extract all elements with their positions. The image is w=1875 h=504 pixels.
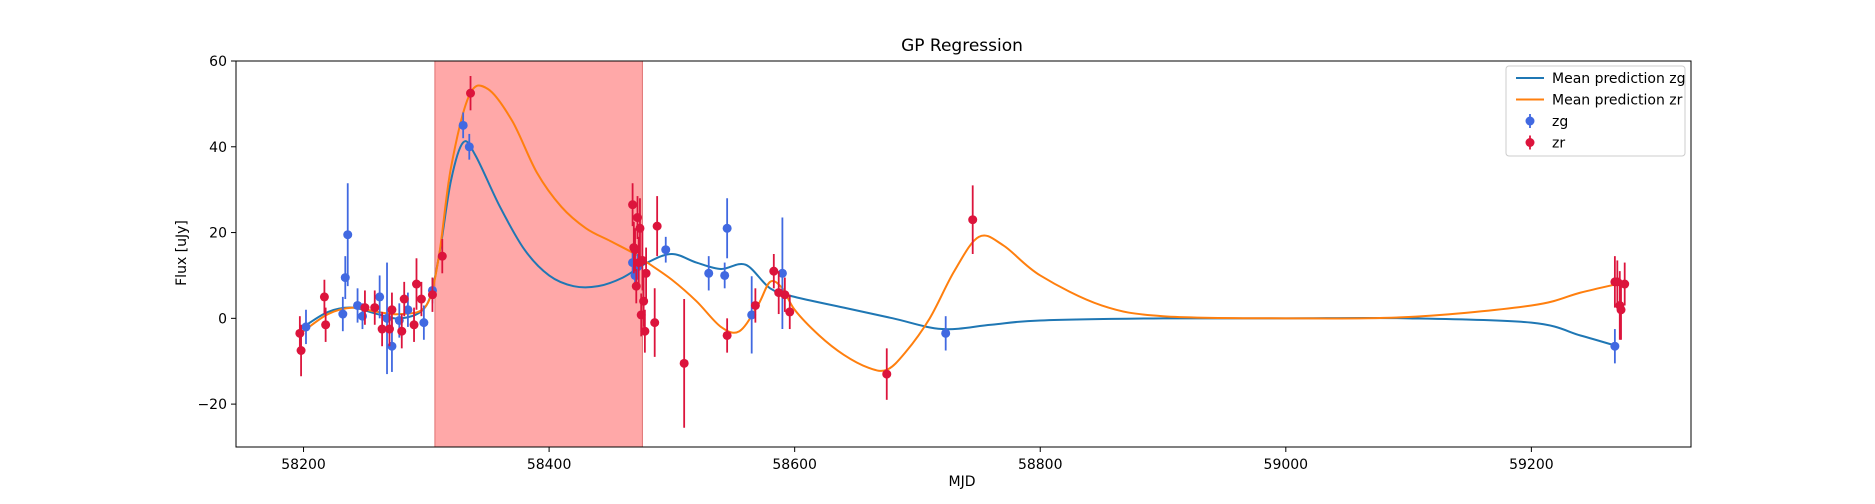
x-tick-label-1: 58400	[527, 457, 572, 473]
legend-label-zr: zr	[1552, 136, 1565, 152]
data-point-zg-6	[375, 292, 385, 302]
data-point-zr-10	[399, 294, 409, 304]
shaded-region	[434, 60, 643, 448]
y-tick-label-3: 40	[209, 140, 227, 156]
x-tick-label-3: 58800	[1018, 457, 1063, 473]
data-point-zr-36	[780, 290, 790, 300]
plot-area: 58200 58400 58600 58800 59000 59200 −20 0 20 40 60	[197, 54, 1692, 473]
data-point-zr-39	[968, 215, 978, 225]
data-point-zr-16	[466, 88, 476, 98]
data-point-zg-13	[458, 120, 468, 130]
data-point-zg-14	[464, 142, 474, 152]
data-point-zr-34	[769, 266, 779, 276]
data-point-zr-29	[650, 318, 660, 328]
x-tick-label-2: 58600	[772, 457, 817, 473]
data-point-zr-38	[882, 369, 892, 379]
data-point-zg-4	[353, 300, 363, 310]
plot-frame	[235, 60, 1692, 448]
x-tick-label-5: 59200	[1509, 457, 1554, 473]
y-tick-label-1: 0	[218, 311, 227, 327]
legend-swatch-zr	[1525, 138, 1535, 147]
data-point-zg-21	[722, 223, 732, 233]
data-point-zr-9	[397, 326, 407, 336]
data-point-zg-22	[747, 310, 757, 320]
legend-box	[1505, 65, 1686, 157]
data-point-zg-18	[661, 245, 671, 255]
data-point-zr-1	[296, 346, 306, 355]
plot-series-group	[295, 76, 1630, 428]
data-point-zg-1	[338, 309, 348, 319]
legend-label-zg: zg	[1552, 114, 1568, 130]
data-point-zr-33	[750, 300, 760, 310]
y-tick-label-0: −20	[197, 397, 227, 413]
data-point-zr-25	[637, 255, 647, 265]
data-point-zr-8	[387, 305, 397, 315]
data-point-zg-24	[941, 328, 951, 338]
data-point-zr-3	[321, 320, 331, 330]
data-point-zr-11	[409, 320, 419, 330]
data-point-zr-27	[640, 326, 650, 336]
data-point-zr-13	[416, 294, 426, 304]
data-point-zr-32	[722, 330, 732, 340]
data-point-zg-11	[419, 318, 429, 328]
data-point-zr-2	[319, 292, 329, 302]
data-point-zr-28	[641, 268, 651, 278]
x-tick-label-4: 59000	[1264, 457, 1309, 473]
y-axis-label: Flux [uJy]	[174, 220, 190, 286]
data-point-zr-14	[427, 290, 437, 300]
data-point-zg-10	[403, 305, 413, 315]
data-point-zr-17	[628, 200, 638, 210]
data-point-zr-12	[411, 279, 421, 289]
legend: Mean prediction zg Mean prediction zr zg zr	[1505, 65, 1686, 157]
chart-title: GP Regression	[901, 36, 1023, 56]
data-point-zr-30	[652, 221, 662, 231]
data-point-zr-15	[437, 251, 447, 261]
legend-label-mean-prediction-zg: Mean prediction zg	[1552, 71, 1686, 87]
data-point-zg-0	[301, 322, 311, 332]
legend-label-mean-prediction-zr: Mean prediction zr	[1552, 93, 1683, 109]
data-point-zr-0	[295, 328, 305, 338]
data-point-zr-19	[630, 245, 640, 255]
data-point-zr-37	[785, 307, 795, 317]
data-point-zr-31	[679, 358, 689, 368]
y-tick-label-4: 60	[209, 54, 227, 70]
data-point-zg-20	[720, 270, 730, 280]
data-point-zr-6	[377, 324, 387, 334]
data-point-zr-44	[1620, 279, 1630, 289]
data-point-zg-23	[777, 268, 787, 278]
x-axis-label: MJD	[949, 474, 976, 490]
data-point-zr-4	[360, 303, 370, 313]
data-point-zg-3	[343, 230, 353, 240]
data-point-zg-19	[704, 268, 714, 278]
legend-swatch-zg	[1525, 116, 1535, 126]
y-tick-label-2: 20	[209, 226, 227, 242]
x-tick-label-0: 58200	[281, 457, 326, 473]
data-point-zr-5	[370, 303, 380, 313]
data-point-zg-25	[1610, 341, 1620, 351]
data-point-zr-43	[1616, 305, 1626, 315]
